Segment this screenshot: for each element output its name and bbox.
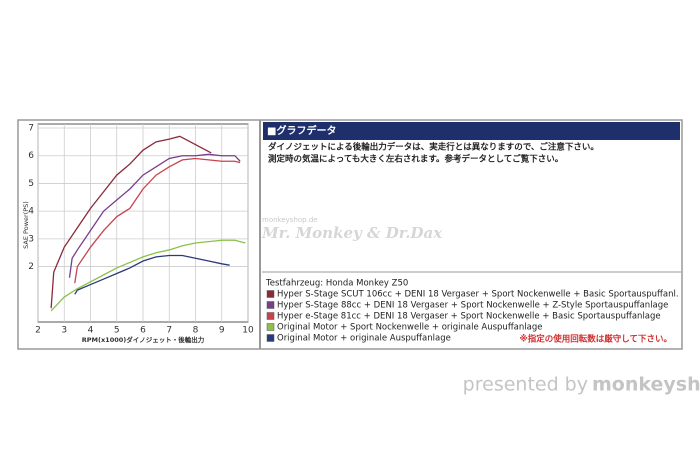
panel-header-bar (263, 122, 680, 140)
x-tick-label: 8 (193, 326, 199, 336)
series-line (74, 254, 230, 295)
legend-swatch (266, 312, 275, 320)
y-tick-label: 2 (28, 262, 34, 272)
y-tick-label: 4 (28, 207, 34, 217)
panel-header: ■グラフデータ (267, 124, 336, 137)
vehicle: Testfahrzeug: Honda Monkey Z50 (265, 279, 408, 289)
legend-label: Original Motor + originale Auspuffanlage (277, 334, 451, 344)
footer-site: monkeyshop.de (592, 374, 700, 396)
x-tick-label: 3 (61, 326, 67, 336)
legend-swatch (266, 323, 275, 331)
series-line (50, 135, 212, 309)
note: 測定時の気温によっても大きく左右されます。参考データとしてご覧下さい。 (268, 154, 563, 165)
legend-label: Hyper S-Stage SCUT 106cc + DENI 18 Verga… (277, 290, 679, 300)
y-axis-label: SAE Power(PS) (22, 201, 30, 249)
divider (259, 120, 261, 349)
y-tick-label: 5 (28, 179, 34, 189)
y-tick-label: 6 (28, 151, 34, 161)
legend-swatch (266, 334, 275, 342)
note: ダイノジェットによる後輪出力データは、実走行とは異なりますので、ご注意下さい。 (268, 142, 599, 153)
legend-label: Hyper e-Stage 81cc + DENI 18 Vergaser + … (277, 312, 661, 322)
legend-swatch (266, 301, 275, 309)
legend-label: Hyper S-Stage 88cc + DENI 18 Vergaser + … (277, 301, 668, 311)
series-line (68, 153, 241, 278)
footer-prefix: presented by (463, 374, 588, 396)
x-tick-label: 6 (140, 326, 146, 336)
x-tick-label: 4 (88, 326, 94, 336)
watermark-site: monkeyshop.de (262, 216, 318, 224)
series-line (50, 239, 246, 312)
x-axis-label: RPM(x1000)ダイノジェット・後輪出力 (82, 335, 205, 344)
y-tick-label: 3 (28, 234, 34, 244)
series-line (74, 157, 241, 284)
x-tick-label: 2 (35, 326, 41, 336)
warning: ※指定の使用回転数は厳守して下さい。 (519, 334, 672, 345)
x-tick-label: 10 (242, 326, 254, 336)
watermark-brand: Mr. Monkey & Dr.Dax (261, 224, 443, 242)
legend-swatch (266, 290, 275, 298)
y-tick-label: 7 (28, 124, 34, 134)
x-tick-label: 5 (114, 326, 120, 336)
x-tick-label: 7 (166, 326, 172, 336)
legend-label: Original Motor + Sport Nockenwelle + ori… (277, 323, 542, 333)
x-tick-label: 9 (219, 326, 225, 336)
